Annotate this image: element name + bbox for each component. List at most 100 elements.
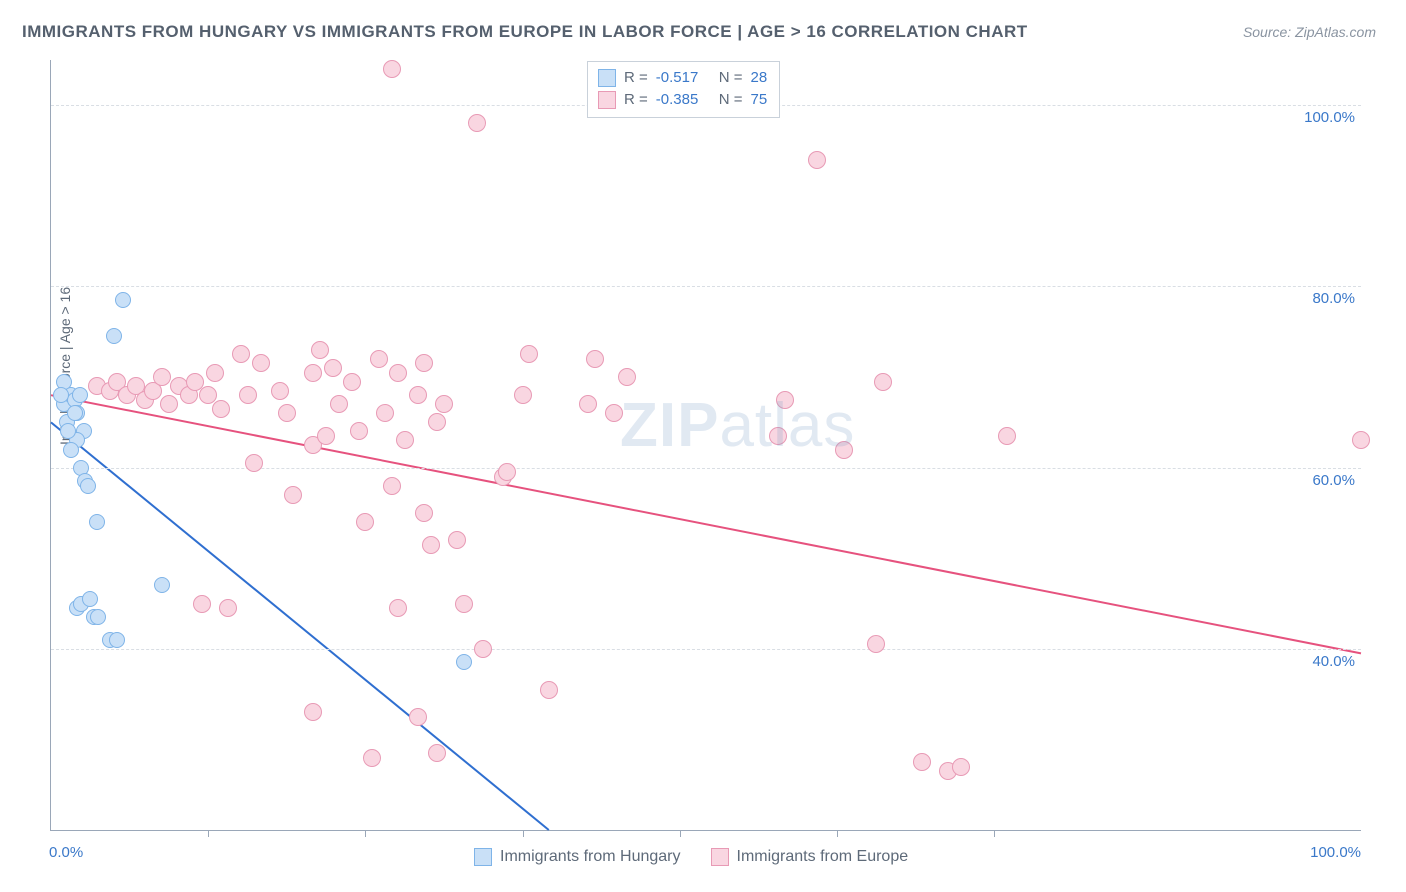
x-tick [837, 830, 838, 837]
data-point-hungary [80, 478, 96, 494]
corr-row-europe: R = -0.385 N = 75 [598, 89, 767, 111]
y-tick-label: 60.0% [1312, 472, 1355, 489]
data-point-europe [278, 404, 296, 422]
data-point-europe [428, 413, 446, 431]
x-right-label: 100.0% [1310, 844, 1361, 861]
data-point-europe [383, 60, 401, 78]
gridline [51, 286, 1361, 287]
data-point-europe [383, 477, 401, 495]
data-point-europe [952, 758, 970, 776]
data-point-hungary [53, 387, 69, 403]
swatch-hungary [598, 69, 616, 87]
x-tick [365, 830, 366, 837]
n-value: 28 [751, 67, 768, 89]
data-point-europe [389, 364, 407, 382]
data-point-hungary [89, 514, 105, 530]
source-label: Source: ZipAtlas.com [1243, 24, 1376, 40]
data-point-europe [618, 368, 636, 386]
data-point-europe [835, 441, 853, 459]
data-point-europe [160, 395, 178, 413]
legend-item-hungary: Immigrants from Hungary [474, 848, 681, 866]
data-point-europe [776, 391, 794, 409]
data-point-europe [540, 681, 558, 699]
data-point-hungary [106, 328, 122, 344]
swatch-europe [598, 91, 616, 109]
data-point-europe [867, 635, 885, 653]
swatch-europe [711, 848, 729, 866]
data-point-europe [219, 599, 237, 617]
data-point-europe [311, 341, 329, 359]
data-point-europe [579, 395, 597, 413]
r-value: -0.517 [656, 67, 711, 89]
x-tick [523, 830, 524, 837]
data-point-hungary [82, 591, 98, 607]
data-point-hungary [154, 577, 170, 593]
data-point-europe [232, 345, 250, 363]
x-tick [680, 830, 681, 837]
data-point-europe [435, 395, 453, 413]
data-point-europe [913, 753, 931, 771]
legend-item-europe: Immigrants from Europe [711, 848, 909, 866]
data-point-europe [245, 454, 263, 472]
plot-area: In Labor Force | Age > 16 40.0%60.0%80.0… [50, 60, 1361, 831]
trend-lines [51, 60, 1361, 830]
data-point-hungary [63, 442, 79, 458]
data-point-europe [376, 404, 394, 422]
gridline [51, 649, 1361, 650]
data-point-hungary [67, 405, 83, 421]
data-point-hungary [115, 292, 131, 308]
data-point-europe [605, 404, 623, 422]
y-tick-label: 40.0% [1312, 653, 1355, 670]
bottom-legend: Immigrants from Hungary Immigrants from … [474, 848, 908, 866]
data-point-hungary [109, 632, 125, 648]
data-point-europe [284, 486, 302, 504]
n-label: N = [719, 89, 743, 111]
data-point-europe [193, 595, 211, 613]
data-point-europe [389, 599, 407, 617]
data-point-hungary [60, 423, 76, 439]
data-point-europe [252, 354, 270, 372]
data-point-europe [239, 386, 257, 404]
data-point-europe [769, 427, 787, 445]
r-label: R = [624, 89, 648, 111]
y-tick-label: 80.0% [1312, 290, 1355, 307]
swatch-hungary [474, 848, 492, 866]
data-point-europe [498, 463, 516, 481]
data-point-europe [324, 359, 342, 377]
data-point-europe [874, 373, 892, 391]
data-point-hungary [90, 609, 106, 625]
data-point-europe [370, 350, 388, 368]
data-point-europe [212, 400, 230, 418]
data-point-europe [514, 386, 532, 404]
data-point-hungary [456, 654, 472, 670]
data-point-europe [586, 350, 604, 368]
data-point-europe [409, 708, 427, 726]
data-point-europe [428, 744, 446, 762]
data-point-europe [343, 373, 361, 391]
data-point-europe [1352, 431, 1370, 449]
data-point-europe [330, 395, 348, 413]
data-point-europe [350, 422, 368, 440]
n-label: N = [719, 67, 743, 89]
data-point-europe [409, 386, 427, 404]
data-point-europe [356, 513, 374, 531]
x-left-label: 0.0% [49, 844, 83, 861]
legend-label: Immigrants from Hungary [500, 848, 681, 866]
data-point-europe [468, 114, 486, 132]
data-point-europe [998, 427, 1016, 445]
data-point-hungary [72, 387, 88, 403]
data-point-europe [474, 640, 492, 658]
data-point-europe [317, 427, 335, 445]
x-tick [208, 830, 209, 837]
y-tick-label: 100.0% [1304, 109, 1355, 126]
data-point-europe [396, 431, 414, 449]
chart-title: IMMIGRANTS FROM HUNGARY VS IMMIGRANTS FR… [22, 22, 1028, 42]
data-point-europe [153, 368, 171, 386]
data-point-europe [304, 703, 322, 721]
data-point-europe [808, 151, 826, 169]
data-point-europe [520, 345, 538, 363]
data-point-europe [304, 364, 322, 382]
n-value: 75 [751, 89, 768, 111]
legend-label: Immigrants from Europe [737, 848, 909, 866]
data-point-europe [271, 382, 289, 400]
